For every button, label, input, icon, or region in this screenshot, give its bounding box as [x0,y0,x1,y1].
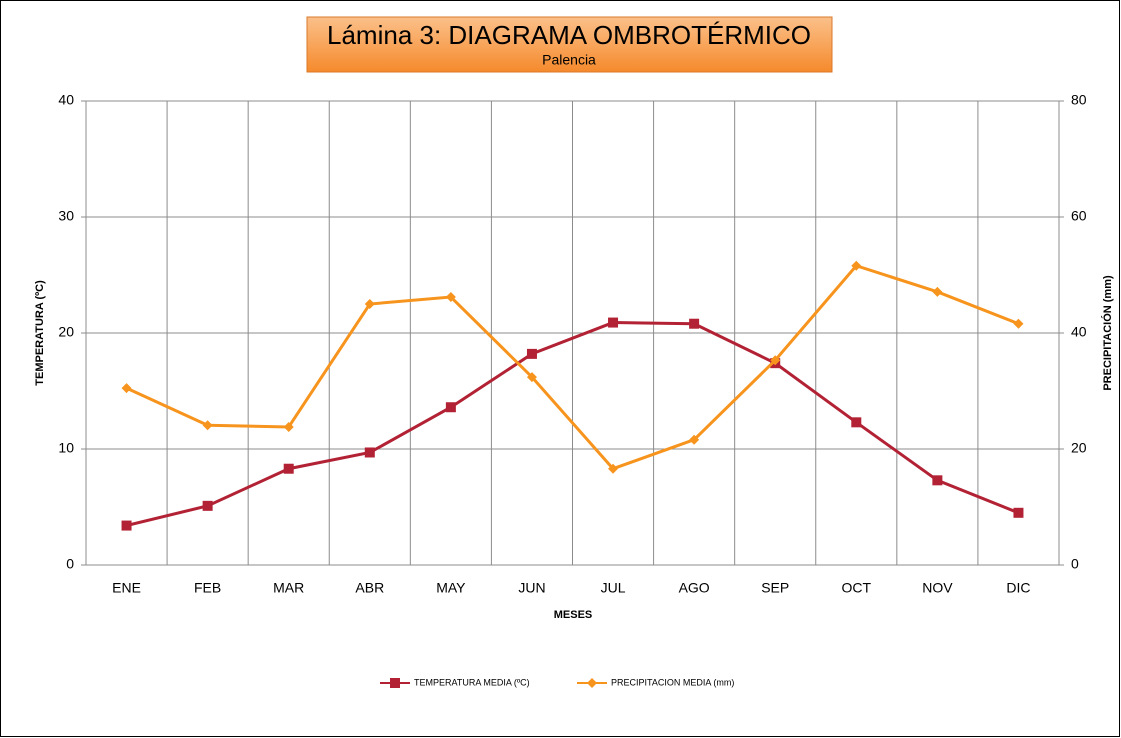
series-line [125,263,1020,471]
x-tick-label: ENE [112,580,141,596]
x-tick-label: OCT [842,580,872,596]
point [1013,318,1024,329]
point [364,299,375,309]
x-tick-label: JUN [518,580,545,596]
point [283,463,294,474]
point [121,520,132,531]
y2-tick-label: 40 [1071,324,1087,340]
point [526,348,537,359]
point [689,318,700,329]
x-tick-label: NOV [922,580,953,596]
point [851,260,862,271]
point [770,355,781,366]
x-tick-label: MAY [436,580,466,596]
y-tick-label: 20 [58,324,74,340]
point [121,383,132,394]
point [1013,507,1024,518]
x-tick-label: DIC [1006,580,1030,596]
point [851,417,862,428]
chart-subtitle: Palencia [542,52,596,68]
legend-marker [587,678,597,688]
y2-tick-label: 60 [1071,208,1087,224]
point [526,372,537,383]
legend-marker [390,678,400,688]
chart-title: Lámina 3: DIAGRAMA OMBROTÉRMICO [327,20,811,50]
title-box [306,16,833,73]
x-tick-label: SEP [761,580,789,596]
y2-tick-label: 80 [1071,92,1087,108]
y2-axis-label: PRECIPITACIÓN (mm) [1101,275,1114,391]
x-axis-label: MESES [554,609,593,621]
y-axis-label: TEMPERATURA (ºC) [34,280,46,386]
y-tick-label: 10 [58,440,74,456]
point [689,434,700,445]
y-tick-label: 40 [58,92,74,108]
legend-label: TEMPERATURA MEDIA (ºC) [414,677,530,687]
point [608,463,619,474]
x-tick-label: AGO [679,580,710,596]
legend-label: PRECIPITACION MEDIA (mm) [611,677,734,687]
x-tick-label: JUL [601,580,626,596]
point [445,402,456,413]
x-tick-label: FEB [194,580,221,596]
point [202,500,213,511]
y2-tick-label: 20 [1071,440,1087,456]
point [932,475,943,486]
series-line [126,321,1020,528]
point [608,317,619,328]
point [932,286,943,297]
point [202,420,213,431]
point [445,292,456,303]
x-tick-label: ABR [355,580,384,596]
y-tick-label: 0 [66,556,74,572]
y-tick-label: 30 [58,208,74,224]
y2-tick-label: 0 [1071,556,1079,572]
point [364,447,375,458]
point [283,421,294,432]
x-tick-label: MAR [273,580,304,596]
